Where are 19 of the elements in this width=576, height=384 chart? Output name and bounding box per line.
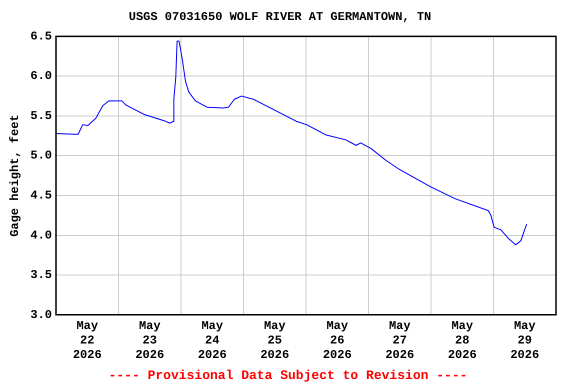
y-tick-label: 4.5 — [30, 188, 52, 202]
y-tick-label: 6.5 — [30, 29, 52, 44]
x-tick-label: May 22 2026 — [72, 319, 102, 362]
text: ---- Provisional Data Subject to Revision ---- — [108, 368, 468, 383]
x-tick-label: May 28 2026 — [448, 319, 477, 362]
y-axis-title: Gage height, feet — [8, 114, 22, 237]
y-tick-label: 6.0 — [30, 69, 52, 84]
x-tick-label: May 29 2026 — [510, 319, 540, 362]
x-tick-label: May 25 2026 — [260, 319, 290, 362]
x-tick-label: May 23 2026 — [135, 319, 164, 362]
y-tick-label: 4.0 — [30, 228, 52, 242]
x-tick-label: May 26 2026 — [322, 319, 352, 362]
y-tick-label: 5.0 — [30, 148, 52, 163]
y-tick-label: 5.5 — [30, 108, 52, 123]
x-tick-label: May 24 2026 — [198, 319, 227, 362]
y-tick-label: 3.0 — [30, 308, 52, 322]
chart-title: USGS 07031650 WOLF RIVER AT GERMANTOWN, TN — [128, 10, 432, 24]
y-tick-label: 3.5 — [30, 268, 52, 282]
x-tick-label: May 27 2026 — [385, 319, 414, 362]
